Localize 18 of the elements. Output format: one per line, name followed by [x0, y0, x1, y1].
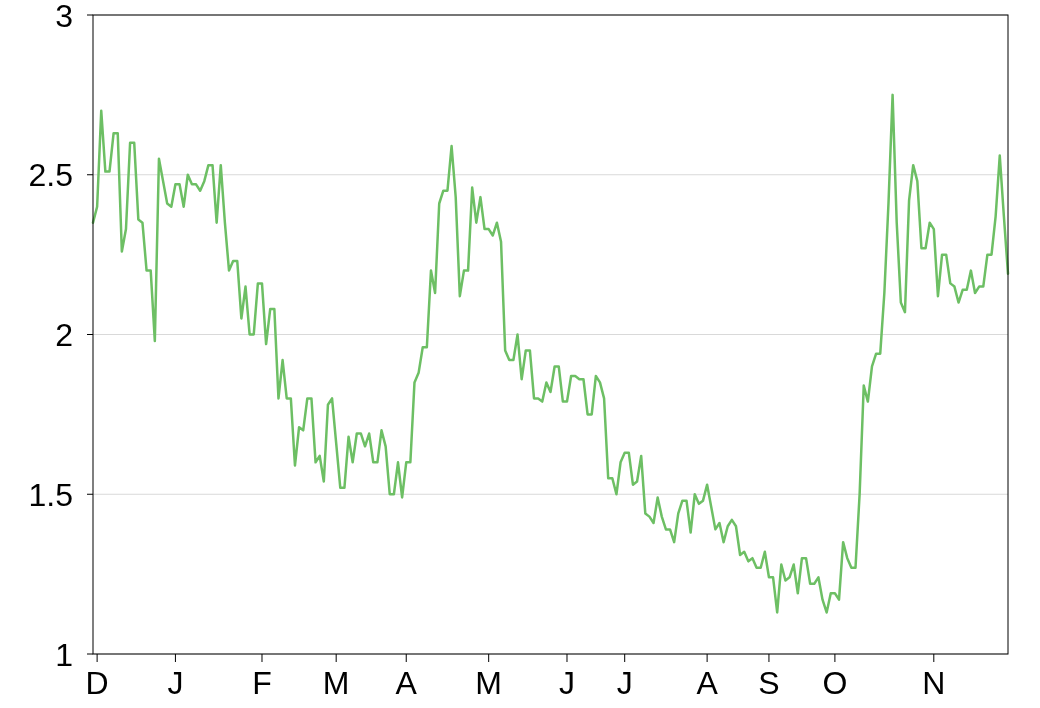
x-tick-label: J	[558, 665, 575, 701]
x-tick-label: S	[758, 665, 780, 701]
x-tick-label: J	[167, 665, 184, 701]
x-tick-label: J	[616, 665, 633, 701]
line-series	[91, 93, 1010, 614]
x-tick-label: O	[822, 665, 848, 701]
x-tick-label: M	[475, 665, 502, 701]
y-tick-label: 2.5	[28, 157, 73, 194]
x-tick-label: D	[85, 665, 109, 701]
x-tick-label: A	[696, 665, 719, 701]
y-tick-label: 3	[55, 0, 73, 34]
x-tick-label: M	[322, 665, 350, 701]
y-tick-label: 2	[55, 317, 73, 354]
y-tick-label: 1.5	[28, 476, 73, 513]
y-tick-label: 1	[55, 636, 73, 673]
x-tick-label: F	[252, 665, 272, 701]
x-tick-label: N	[922, 665, 946, 701]
x-tick-label: A	[395, 665, 418, 701]
